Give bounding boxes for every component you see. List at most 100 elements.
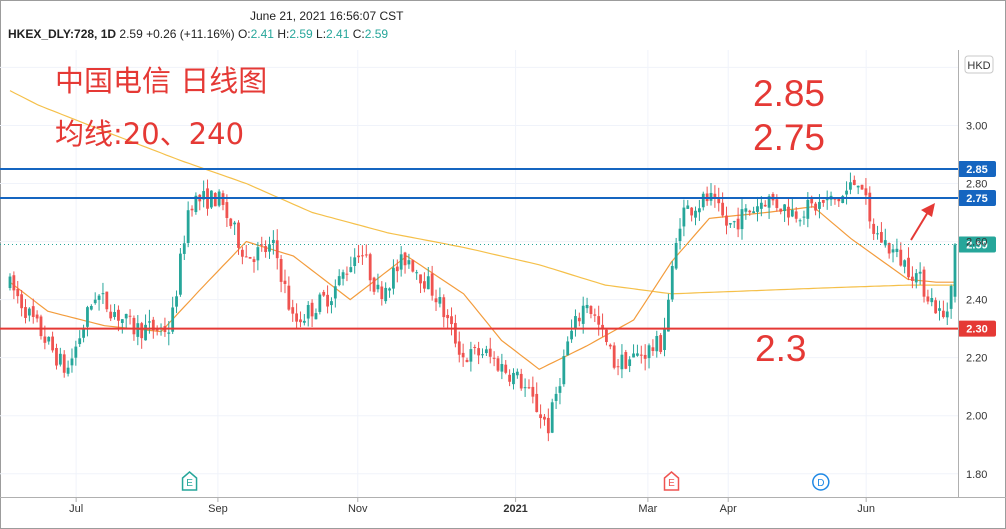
- candle-body: [833, 198, 837, 200]
- candle-body: [380, 286, 384, 300]
- candle-body: [113, 312, 116, 317]
- candle-body: [221, 193, 225, 205]
- x-tick-label: Jul: [69, 503, 83, 515]
- candle-body: [109, 311, 113, 319]
- candle-body: [151, 319, 155, 331]
- candle-body: [124, 313, 128, 319]
- candle-body: [175, 296, 178, 307]
- x-tick-label: Apr: [720, 503, 737, 515]
- candle-body: [372, 277, 376, 292]
- last-price-tag: [958, 236, 996, 253]
- candle-body: [818, 201, 821, 209]
- candle-body: [651, 347, 655, 352]
- candle-body: [856, 185, 860, 188]
- candle-body: [852, 179, 856, 185]
- candle-body: [194, 195, 198, 213]
- candle-body: [515, 371, 519, 376]
- candle-body: [845, 190, 848, 195]
- candle-body: [202, 191, 206, 200]
- ma-240-line: [9, 90, 955, 295]
- candle-body: [907, 257, 910, 278]
- candle-body: [550, 402, 554, 433]
- candle-body: [186, 210, 190, 243]
- candle-body: [802, 216, 806, 218]
- candle-body: [353, 257, 357, 267]
- annotation-275: 2.75: [753, 117, 826, 158]
- candle-body: [941, 310, 945, 318]
- candle-body: [721, 202, 725, 216]
- candle-body: [271, 239, 275, 244]
- candle-body: [268, 244, 271, 252]
- time-axis[interactable]: Jul Sep Nov 2021 Mar Apr Jun: [0, 497, 1006, 515]
- candle-body: [86, 307, 89, 327]
- candle-body: [66, 367, 70, 374]
- candle-body: [291, 307, 295, 314]
- candle-body: [643, 354, 647, 359]
- candle-body: [713, 193, 717, 197]
- earnings-marker: [181, 471, 198, 491]
- candle-body: [128, 315, 132, 317]
- candle-body: [725, 215, 728, 226]
- candle-body: [399, 254, 403, 270]
- candle-body: [655, 336, 659, 352]
- x-tick-label: Sep: [208, 503, 228, 515]
- candle-body: [639, 354, 643, 356]
- candle-body: [89, 305, 93, 310]
- candle-body: [589, 306, 593, 315]
- candle-body: [636, 353, 639, 356]
- candle-body: [523, 387, 527, 389]
- candle-body: [167, 332, 171, 334]
- candle-body: [632, 353, 635, 358]
- candle-body: [678, 228, 682, 242]
- candle-body: [140, 323, 144, 339]
- candle-body: [330, 301, 333, 306]
- candle-body: [244, 256, 248, 258]
- candle-body: [527, 387, 531, 389]
- y-tick-label: 2.60: [966, 237, 987, 249]
- y-tick-label: 1.80: [966, 469, 987, 481]
- candle-body: [299, 319, 302, 323]
- candle-body: [821, 199, 825, 203]
- open-value: 2.41: [250, 27, 274, 41]
- candle-body: [260, 244, 264, 246]
- event-label: D: [817, 478, 824, 489]
- header-datetime: June 21, 2021 16:56:07 CST: [250, 9, 404, 23]
- candle-body: [368, 254, 372, 281]
- candle-body: [473, 346, 477, 348]
- candle-body: [608, 344, 612, 347]
- level-tag: [958, 161, 996, 178]
- candle-body: [469, 349, 473, 362]
- candle-body: [264, 246, 268, 253]
- candle-body: [58, 353, 62, 365]
- candle-body: [457, 341, 461, 355]
- open-label: O:: [237, 27, 251, 41]
- ma-240-group: [9, 90, 955, 295]
- candle-body: [566, 341, 570, 356]
- candle-body: [481, 354, 484, 356]
- candle-body: [78, 338, 82, 345]
- candle-body: [233, 222, 237, 225]
- candle-body: [593, 314, 597, 316]
- candle-body: [616, 366, 620, 368]
- candle-body: [876, 233, 879, 235]
- y-tick-label: 2.40: [966, 295, 987, 307]
- candle-body: [8, 276, 12, 289]
- close-label: C:: [352, 27, 365, 41]
- candle-body: [97, 295, 101, 300]
- candle-body: [775, 199, 779, 208]
- candle-body: [945, 311, 949, 318]
- candle-body: [546, 417, 550, 434]
- candle-body: [395, 266, 399, 272]
- candle-body: [601, 324, 604, 330]
- candle-body: [914, 273, 918, 283]
- candle-body: [570, 330, 573, 340]
- candle-body: [477, 348, 481, 356]
- candle-body: [364, 254, 368, 256]
- level-tag: [958, 190, 996, 207]
- candle-body: [341, 272, 345, 279]
- candle-body: [825, 199, 829, 201]
- candle-body: [926, 296, 930, 302]
- candle-body: [667, 299, 670, 332]
